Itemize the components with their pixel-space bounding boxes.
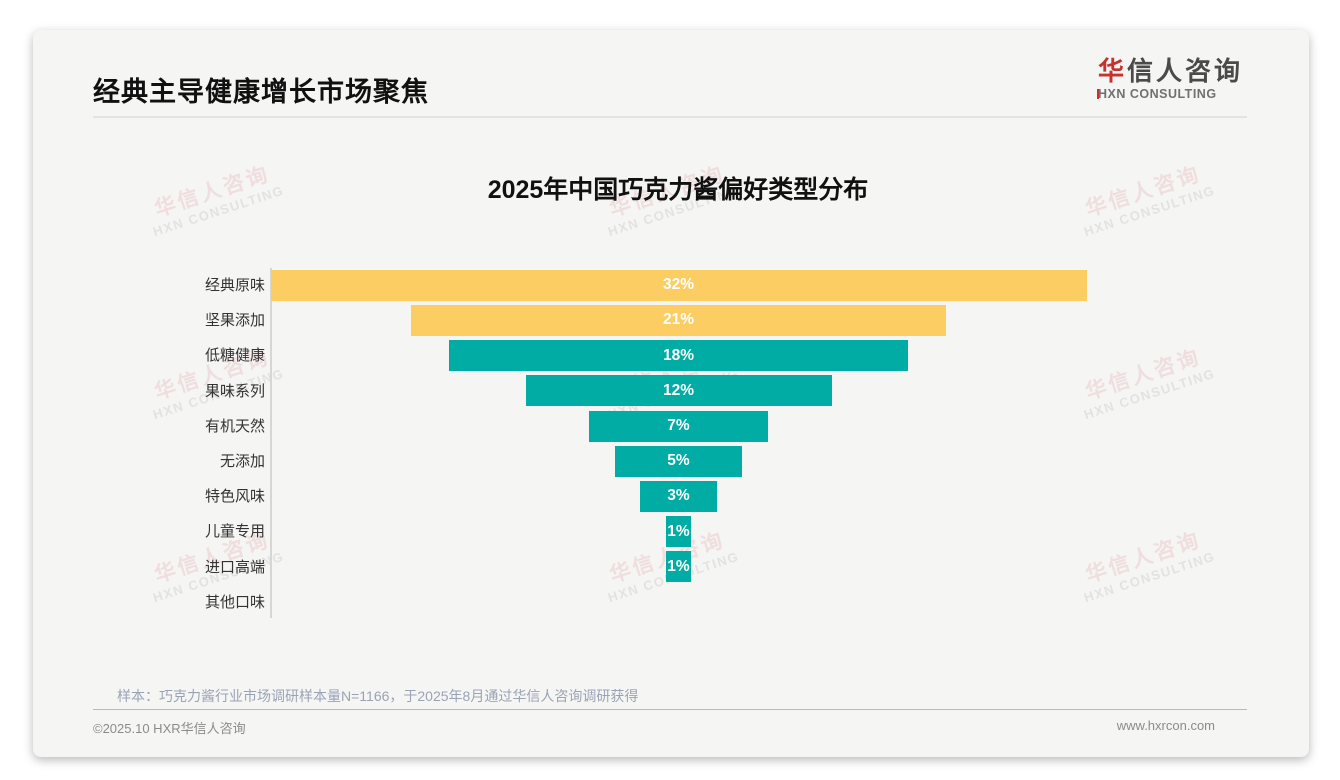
chart-row: 果味系列 12% [33, 374, 1309, 409]
category-label: 无添加 [219, 452, 265, 470]
category-label: 儿童专用 [204, 523, 265, 541]
company-logo: 华信人咨询 HXN CONSULTING [1098, 56, 1243, 101]
chart-row: 低糖健康 18% [33, 338, 1309, 373]
report-card: 华信人咨询 HXN CONSULTING 华信人咨询 HXN CONSULTING 华信… [33, 30, 1309, 757]
category-label: 经典原味 [204, 277, 265, 294]
copyright-text: ©2025.10 HXR华信人咨询 [93, 721, 246, 736]
header-divider [93, 116, 1247, 118]
footer-divider [93, 709, 1247, 710]
funnel-bar: 5% [614, 445, 743, 477]
funnel-bar: 1% [665, 551, 692, 583]
chart-row: 儿童专用 1% [33, 514, 1309, 549]
bar-value-label: 1% [667, 557, 690, 575]
sample-note: 样本：巧克力酱行业市场调研样本量N=1166，于2025年8月通过华信人咨询调研… [117, 688, 639, 704]
chart-row: 其他口味 [33, 585, 1309, 620]
bar-value-label: 5% [667, 452, 690, 470]
chart-row: 进口高端 1% [33, 550, 1309, 585]
chart-row: 有机天然 7% [33, 409, 1309, 444]
category-label: 有机天然 [204, 417, 265, 435]
funnel-bar: 1% [665, 516, 692, 548]
funnel-bar: 32% [270, 269, 1087, 301]
page-title: 经典主导健康增长市场聚焦 [93, 77, 429, 107]
funnel-bar: 18% [449, 340, 908, 372]
bar-value-label: 1% [667, 522, 690, 540]
category-label: 果味系列 [204, 382, 265, 400]
bar-value-label: 7% [667, 417, 690, 435]
chart-row: 无添加 5% [33, 444, 1309, 479]
bar-value-label: 21% [662, 311, 695, 329]
chart-rows: 经典原味 32% 坚果添加 21% 低糖健康 18% 果味系列 12% 有机天然 7% 无添加 5% 特… [33, 268, 1309, 620]
category-label: 坚果添加 [204, 312, 265, 330]
category-label: 其他口味 [204, 593, 265, 611]
logo-english-text: HXN CONSULTING [1097, 87, 1217, 101]
funnel-bar: 7% [589, 410, 768, 442]
footer-row: ©2025.10 HXR华信人咨询 www.hxrcon.com [93, 718, 1215, 737]
chart-row: 坚果添加 21% [33, 303, 1309, 338]
chart-row: 经典原味 32% [33, 268, 1309, 303]
category-label: 进口高端 [204, 558, 265, 576]
chart-title: 2025年中国巧克力酱偏好类型分布 [487, 176, 869, 204]
chart-row: 特色风味 3% [33, 479, 1309, 514]
funnel-bar: 12% [525, 375, 832, 407]
funnel-chart: 经典原味 32% 坚果添加 21% 低糖健康 18% 果味系列 12% 有机天然 7% 无添加 5% 特… [33, 268, 1309, 620]
logo-chinese-text: 华信人咨询 [1097, 56, 1243, 86]
bar-value-label: 12% [662, 381, 695, 399]
bar-value-label: 18% [662, 346, 695, 364]
y-axis-line [270, 268, 272, 618]
website-text: www.hxrcon.com [1116, 718, 1215, 733]
category-label: 低糖健康 [204, 347, 265, 365]
bar-value-label: 32% [662, 276, 695, 294]
funnel-bar: 21% [410, 304, 947, 336]
category-label: 特色风味 [204, 488, 265, 506]
bar-value-label: 3% [667, 487, 690, 505]
funnel-bar: 3% [640, 480, 717, 512]
